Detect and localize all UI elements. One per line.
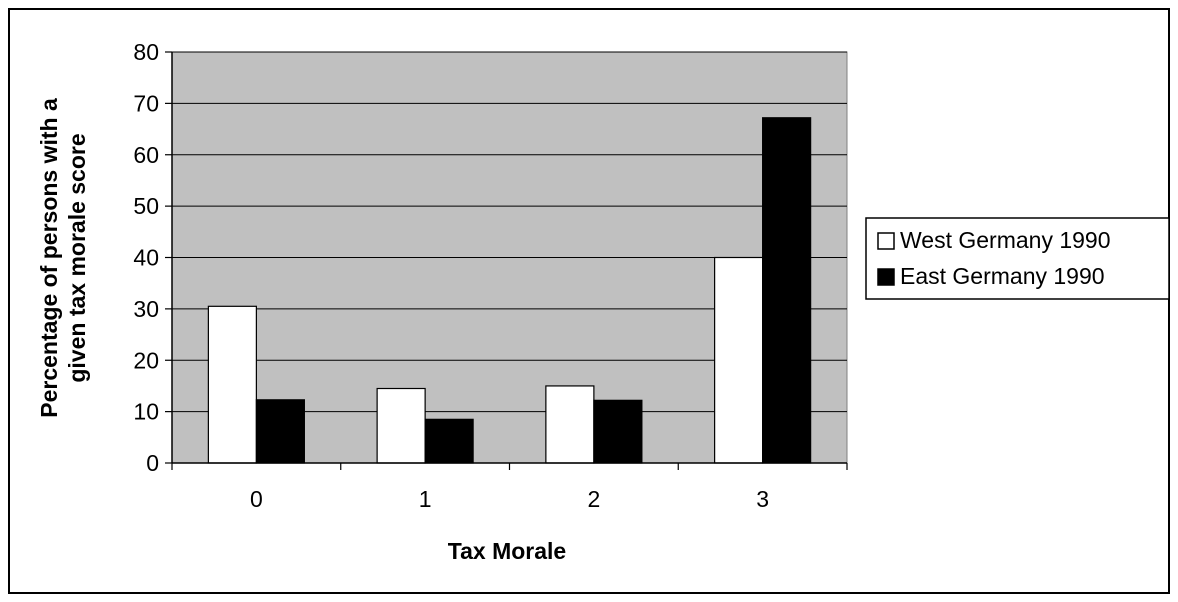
axes [165, 51, 848, 470]
y-tick-label: 70 [133, 90, 159, 116]
y-tick-label: 30 [133, 296, 159, 322]
y-tick-label: 50 [133, 193, 159, 219]
legend-label-west: West Germany 1990 [900, 227, 1111, 253]
bar-east-3 [762, 117, 812, 464]
bar-west-0 [207, 305, 257, 464]
x-tick-label: 1 [419, 486, 432, 512]
y-axis-title-line-2: given tax morale score [64, 133, 90, 382]
x-tick-labels: 0 1 2 3 [250, 486, 769, 512]
y-tick-label: 40 [133, 245, 159, 271]
y-tick-labels: 0 10 20 30 40 50 60 70 80 [133, 39, 159, 476]
bar-west-3 [714, 256, 764, 464]
bar-east-2 [593, 399, 643, 464]
x-tick-label: 3 [756, 486, 769, 512]
bar-east-1 [424, 418, 474, 464]
y-axis-title-line-1: Percentage of persons with a [36, 98, 62, 418]
bars [207, 117, 812, 464]
y-tick-label: 0 [146, 450, 159, 476]
y-tick-label: 60 [133, 142, 159, 168]
y-tick-label: 10 [133, 399, 159, 425]
legend-swatch-west [877, 232, 895, 250]
legend-swatch-east [877, 268, 895, 286]
bar-west-1 [376, 387, 426, 464]
legend-box [865, 217, 1170, 300]
bar-east-0 [255, 399, 305, 464]
legend: West Germany 1990 East Germany 1990 [865, 217, 1170, 300]
y-tick-label: 80 [133, 39, 159, 65]
x-tick-label: 2 [587, 486, 600, 512]
legend-label-east: East Germany 1990 [900, 263, 1105, 289]
x-axis-title: Tax Morale [448, 538, 566, 564]
y-tick-label: 20 [133, 347, 159, 373]
x-tick-label: 0 [250, 486, 263, 512]
bar-west-2 [545, 385, 595, 464]
